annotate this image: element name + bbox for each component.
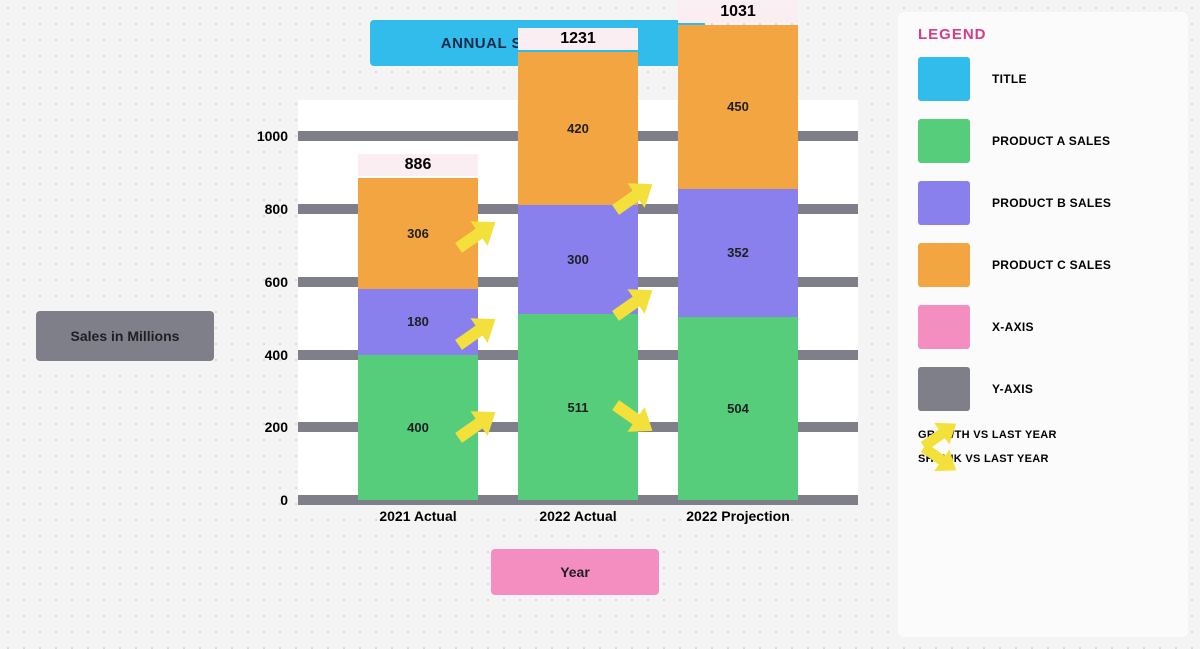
bar-segment-a: 504 [678,317,798,500]
y-tick-label: 1000 [257,128,288,144]
bar-column: 450352504 [678,25,798,500]
x-axis-label-box: Year [491,549,659,595]
legend-title: LEGEND [918,26,1170,43]
stacked-bar-chart: 020040060080010003061804008862021 Actual… [298,100,858,500]
legend-label: PRODUCT A SALES [992,134,1110,148]
legend-swatch [918,181,970,225]
legend-label: PRODUCT C SALES [992,258,1111,272]
legend-label: TITLE [992,72,1027,86]
category-label: 2022 Actual [498,508,658,524]
bar-total-label: 1031 [678,1,798,23]
y-tick-label: 800 [265,201,288,217]
bar-total-label: 1231 [518,28,638,50]
legend-item: TITLE [918,57,1170,101]
legend-swatch [918,119,970,163]
category-label: 2022 Projection [658,508,818,524]
y-tick-label: 400 [265,347,288,363]
legend-item: Y-AXIS [918,367,1170,411]
y-tick-label: 200 [265,419,288,435]
legend-swatch [918,305,970,349]
legend-panel: LEGEND TITLE PRODUCT A SALES PRODUCT B SAL… [898,12,1188,637]
legend-item: SHRINK VS LAST YEAR [918,453,1170,465]
bar-total-label: 886 [358,154,478,176]
category-label: 2021 Actual [338,508,498,524]
legend-label: Y-AXIS [992,382,1033,396]
legend-item: X-AXIS [918,305,1170,349]
y-axis-label-box: Sales in Millions [36,311,214,361]
legend-item: GROWTH VS LAST YEAR [918,429,1170,441]
x-axis-label: Year [560,564,590,580]
legend-label: X-AXIS [992,320,1034,334]
legend-swatch [918,57,970,101]
legend-item: PRODUCT C SALES [918,243,1170,287]
legend-swatch [918,243,970,287]
y-tick-label: 600 [265,274,288,290]
y-tick-label: 0 [280,492,288,508]
legend-item: PRODUCT B SALES [918,181,1170,225]
legend-item: PRODUCT A SALES [918,119,1170,163]
bar-segment-b: 352 [678,189,798,317]
y-axis-label: Sales in Millions [71,328,180,344]
bar-segment-c: 450 [678,25,798,189]
legend-label: PRODUCT B SALES [992,196,1111,210]
